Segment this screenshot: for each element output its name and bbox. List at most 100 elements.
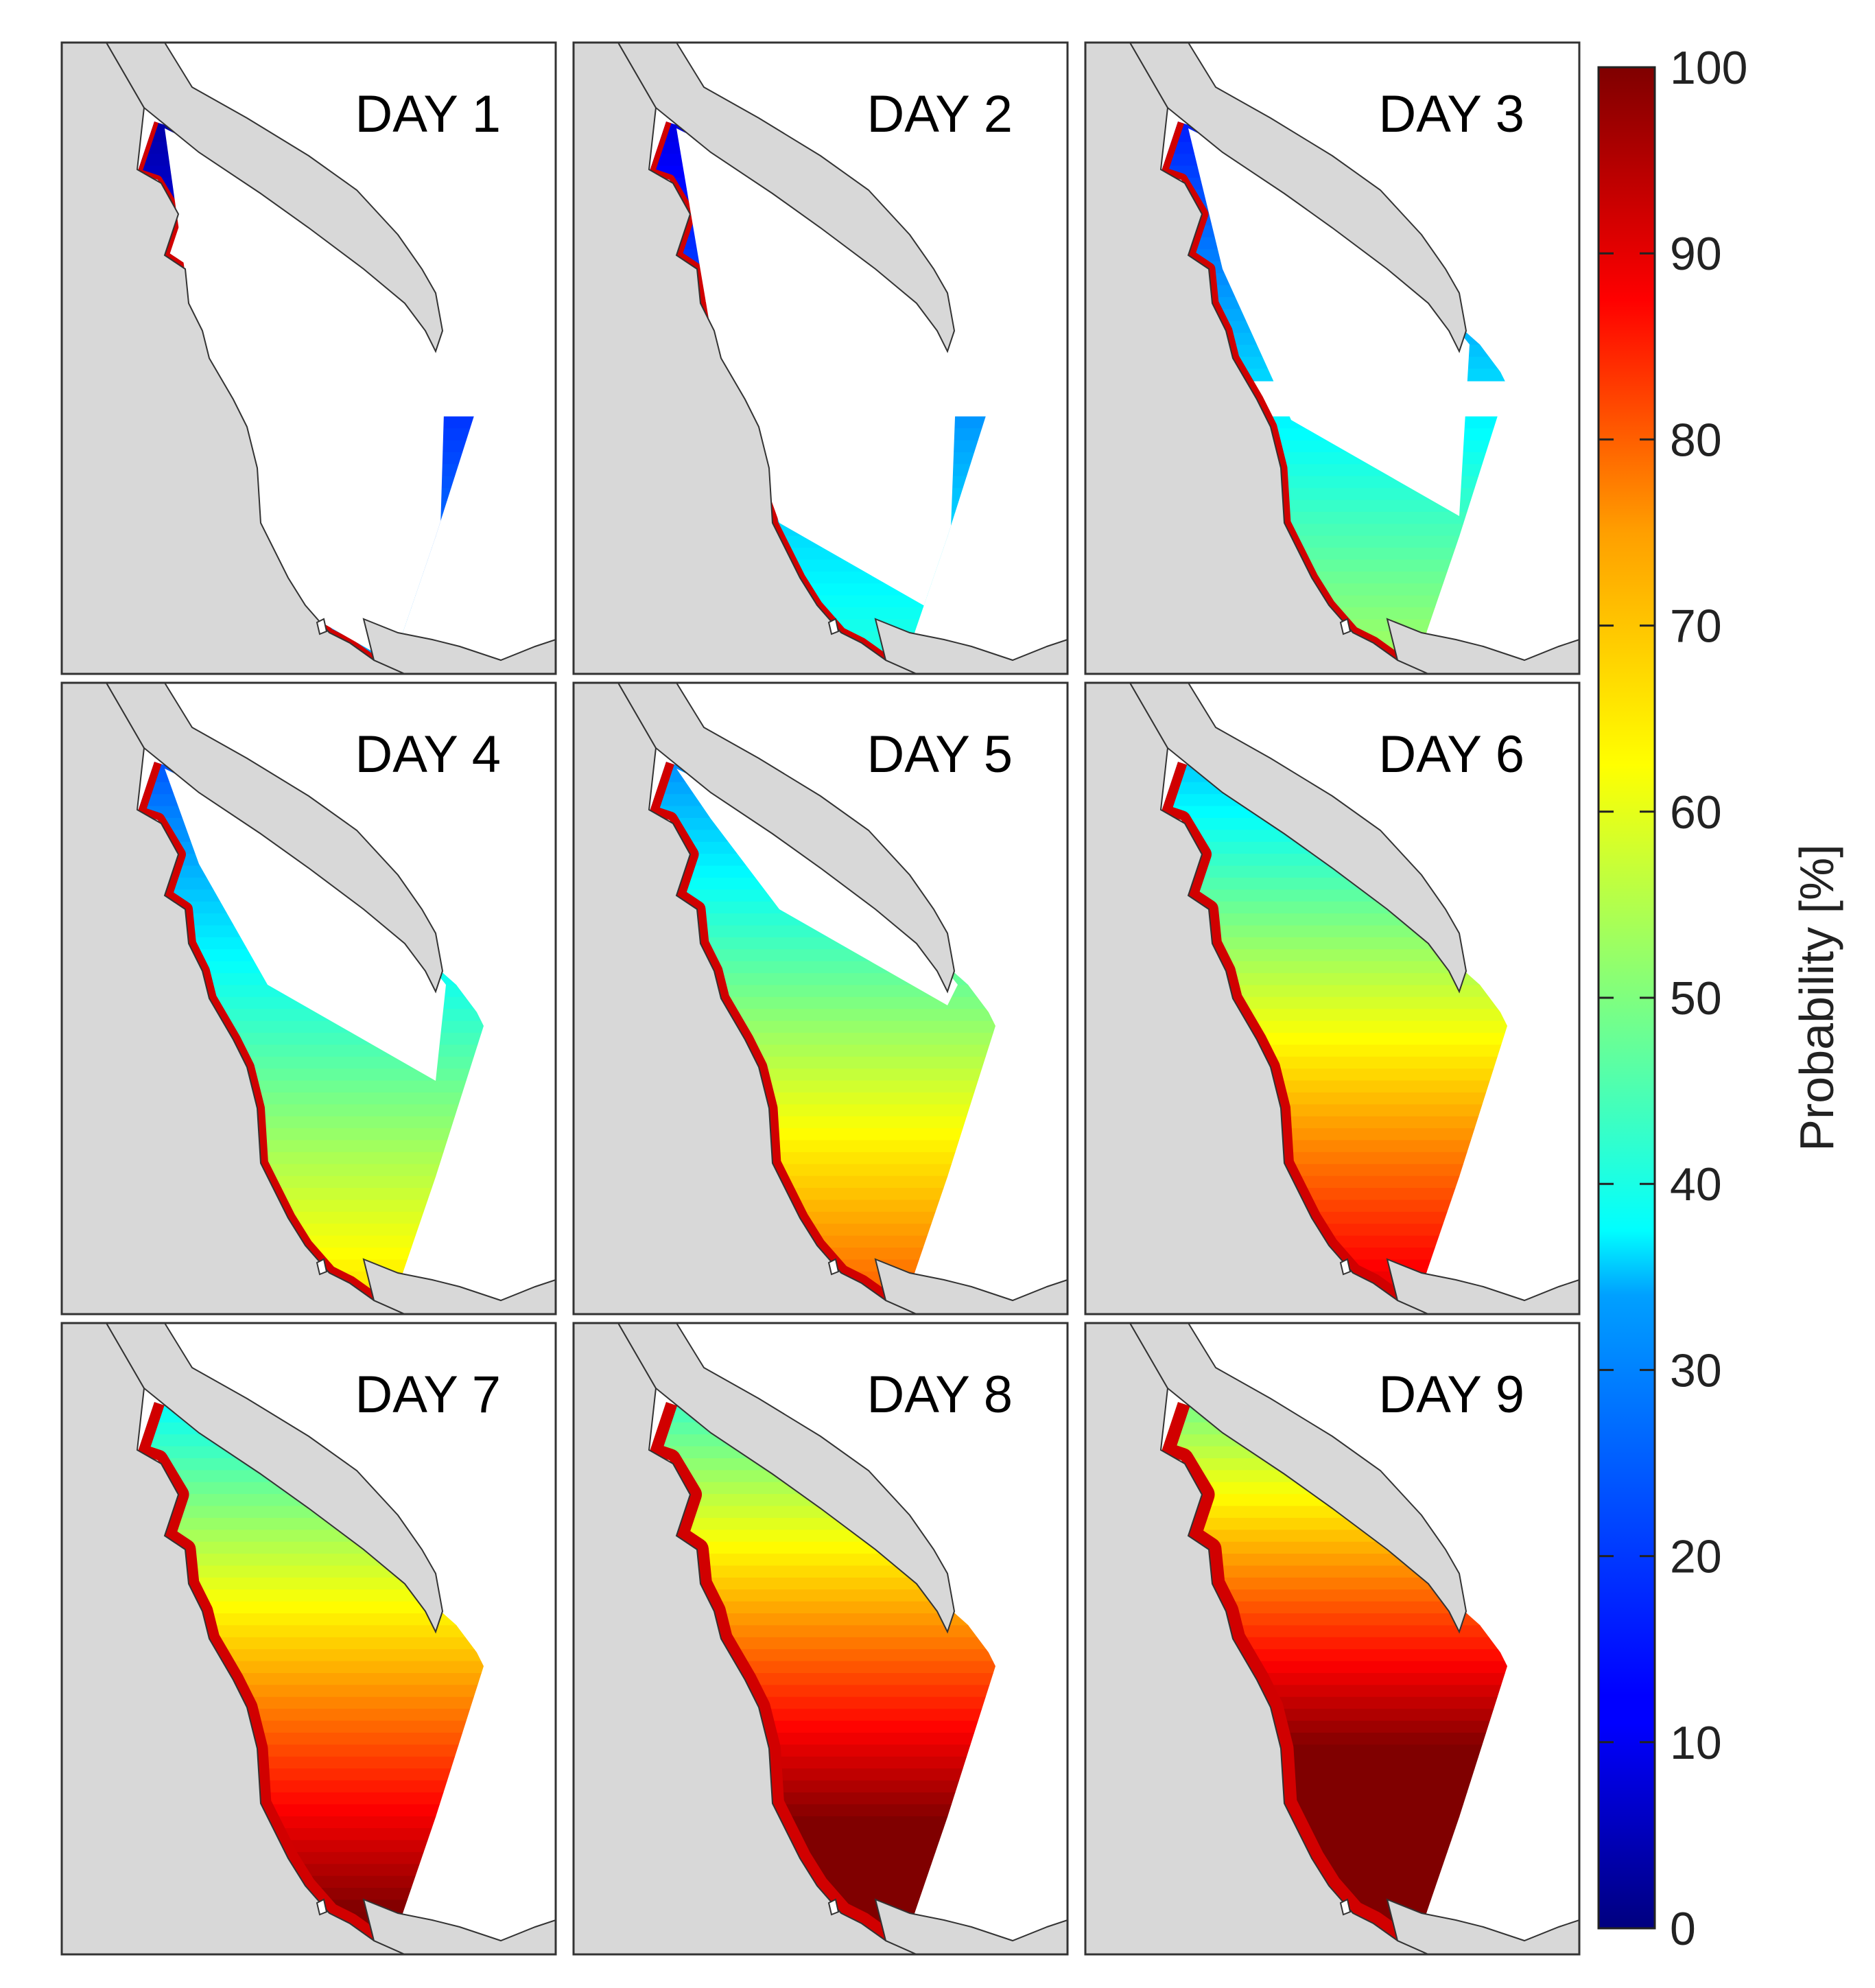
land-south-coast [874, 618, 1068, 675]
islet [827, 1258, 840, 1276]
panel-title: DAY 6 [1378, 725, 1524, 784]
panel-frame [1084, 1322, 1581, 1956]
panel-frame [60, 681, 557, 1315]
probability-band [1161, 1601, 1507, 1615]
colorbar-tick-label: 20 [1670, 1531, 1722, 1583]
panel-title: DAY 9 [1378, 1366, 1524, 1424]
land-south-coast [362, 618, 556, 675]
map-panel-day-2: DAY 2 [572, 41, 1069, 675]
islet [316, 618, 328, 635]
islet [1339, 1258, 1352, 1276]
panel-frame [572, 41, 1069, 675]
unaffected-area [1188, 128, 1470, 516]
land-north-spit [62, 682, 444, 994]
probability-band [137, 1613, 484, 1626]
colorbar-tick-label: 10 [1670, 1717, 1722, 1769]
land-west-coast [61, 42, 405, 675]
probability-band [1161, 961, 1507, 974]
land-north-spit [574, 682, 956, 994]
probability-band [1161, 985, 1507, 998]
land-south-coast [874, 1898, 1068, 1955]
colorbar-tick-label: 30 [1670, 1344, 1722, 1396]
islet [827, 618, 840, 635]
colorbar-tick-label: 60 [1670, 786, 1722, 839]
probability-band [1161, 973, 1507, 986]
colorbar-tick-label: 90 [1670, 228, 1722, 280]
probability-band [137, 1625, 484, 1638]
unaffected-area [676, 128, 958, 619]
probability-band [649, 1625, 995, 1638]
panel-title: DAY 3 [1378, 85, 1524, 143]
colorbar-label: Probability [%] [1790, 844, 1843, 1151]
land-south-coast [362, 1898, 556, 1955]
probability-band [137, 1601, 484, 1615]
panel-frame [60, 41, 557, 675]
panel-title: DAY 4 [355, 725, 501, 784]
islet [316, 1898, 328, 1916]
colorbar-tick-label: 50 [1670, 972, 1722, 1025]
panel-frame [572, 681, 1069, 1315]
map-panel-day-8: DAY 8 [572, 1322, 1069, 1956]
land-north-spit [574, 1322, 956, 1634]
colorbar: 0 10 20 30 40 50 60 70 80 90 100 Probability [%] [1597, 42, 1843, 1955]
land-south-coast [1386, 618, 1580, 675]
islet [316, 1258, 328, 1276]
land-west-coast [61, 1322, 405, 1955]
panel-title: DAY 2 [866, 85, 1013, 143]
land-west-coast [1085, 1322, 1429, 1955]
probability-band [137, 1577, 484, 1591]
probability-band [1161, 1589, 1507, 1602]
land-north-spit [1085, 42, 1467, 353]
colorbar-tick-label: 100 [1670, 42, 1747, 94]
unaffected-area [165, 769, 446, 1081]
map-panel-day-7: DAY 7 [60, 1322, 557, 1956]
islet [827, 1898, 840, 1916]
map-panel-day-6: DAY 6 [1084, 681, 1581, 1315]
map-panel-day-3: DAY 3 [1084, 41, 1581, 675]
colorbar-tick-label: 40 [1670, 1158, 1722, 1211]
land-west-coast [1085, 682, 1429, 1315]
unaffected-area [676, 769, 958, 1005]
panel-title: DAY 1 [355, 85, 501, 143]
map-panel-day-1: DAY 1 [60, 41, 557, 675]
probability-band [1161, 937, 1507, 950]
probability-band [649, 1601, 995, 1615]
probability-band [1161, 1577, 1507, 1591]
land-south-coast [1386, 1258, 1580, 1315]
map-panel-day-9: DAY 9 [1084, 1322, 1581, 1956]
probability-band [1161, 1625, 1507, 1638]
panel-title: DAY 8 [866, 1366, 1013, 1424]
probability-band [649, 1577, 995, 1591]
panel-title: DAY 7 [355, 1366, 501, 1424]
map-panel-day-4: DAY 4 [60, 681, 557, 1315]
land-north-spit [1085, 682, 1467, 994]
panel-title: DAY 5 [866, 725, 1013, 784]
map-panel-day-5: DAY 5 [572, 681, 1069, 1315]
land-south-coast [874, 1258, 1068, 1315]
land-north-spit [1085, 1322, 1467, 1634]
land-south-coast [1386, 1898, 1580, 1955]
panel-frame [1084, 681, 1581, 1315]
colorbar-tick-label: 70 [1670, 600, 1722, 653]
land-north-spit [574, 42, 956, 353]
land-west-coast [573, 1322, 917, 1955]
land-north-spit [62, 1322, 444, 1634]
probability-band [1161, 1613, 1507, 1626]
colorbar-tick-label: 0 [1670, 1903, 1696, 1955]
land-south-coast [362, 1258, 556, 1315]
colorbar-tick-label: 80 [1670, 414, 1722, 466]
islet [1339, 618, 1352, 635]
probability-band [649, 985, 995, 998]
panel-frame [60, 1322, 557, 1956]
panel-frame [572, 1322, 1069, 1956]
land-north-spit [62, 42, 444, 353]
land-west-coast [573, 682, 917, 1315]
islet [1339, 1898, 1352, 1916]
panel-frame [1084, 41, 1581, 675]
probability-band [649, 1589, 995, 1602]
probability-band [137, 1589, 484, 1602]
land-west-coast [61, 682, 405, 1315]
probability-band [1161, 949, 1507, 962]
land-west-coast [573, 42, 917, 675]
